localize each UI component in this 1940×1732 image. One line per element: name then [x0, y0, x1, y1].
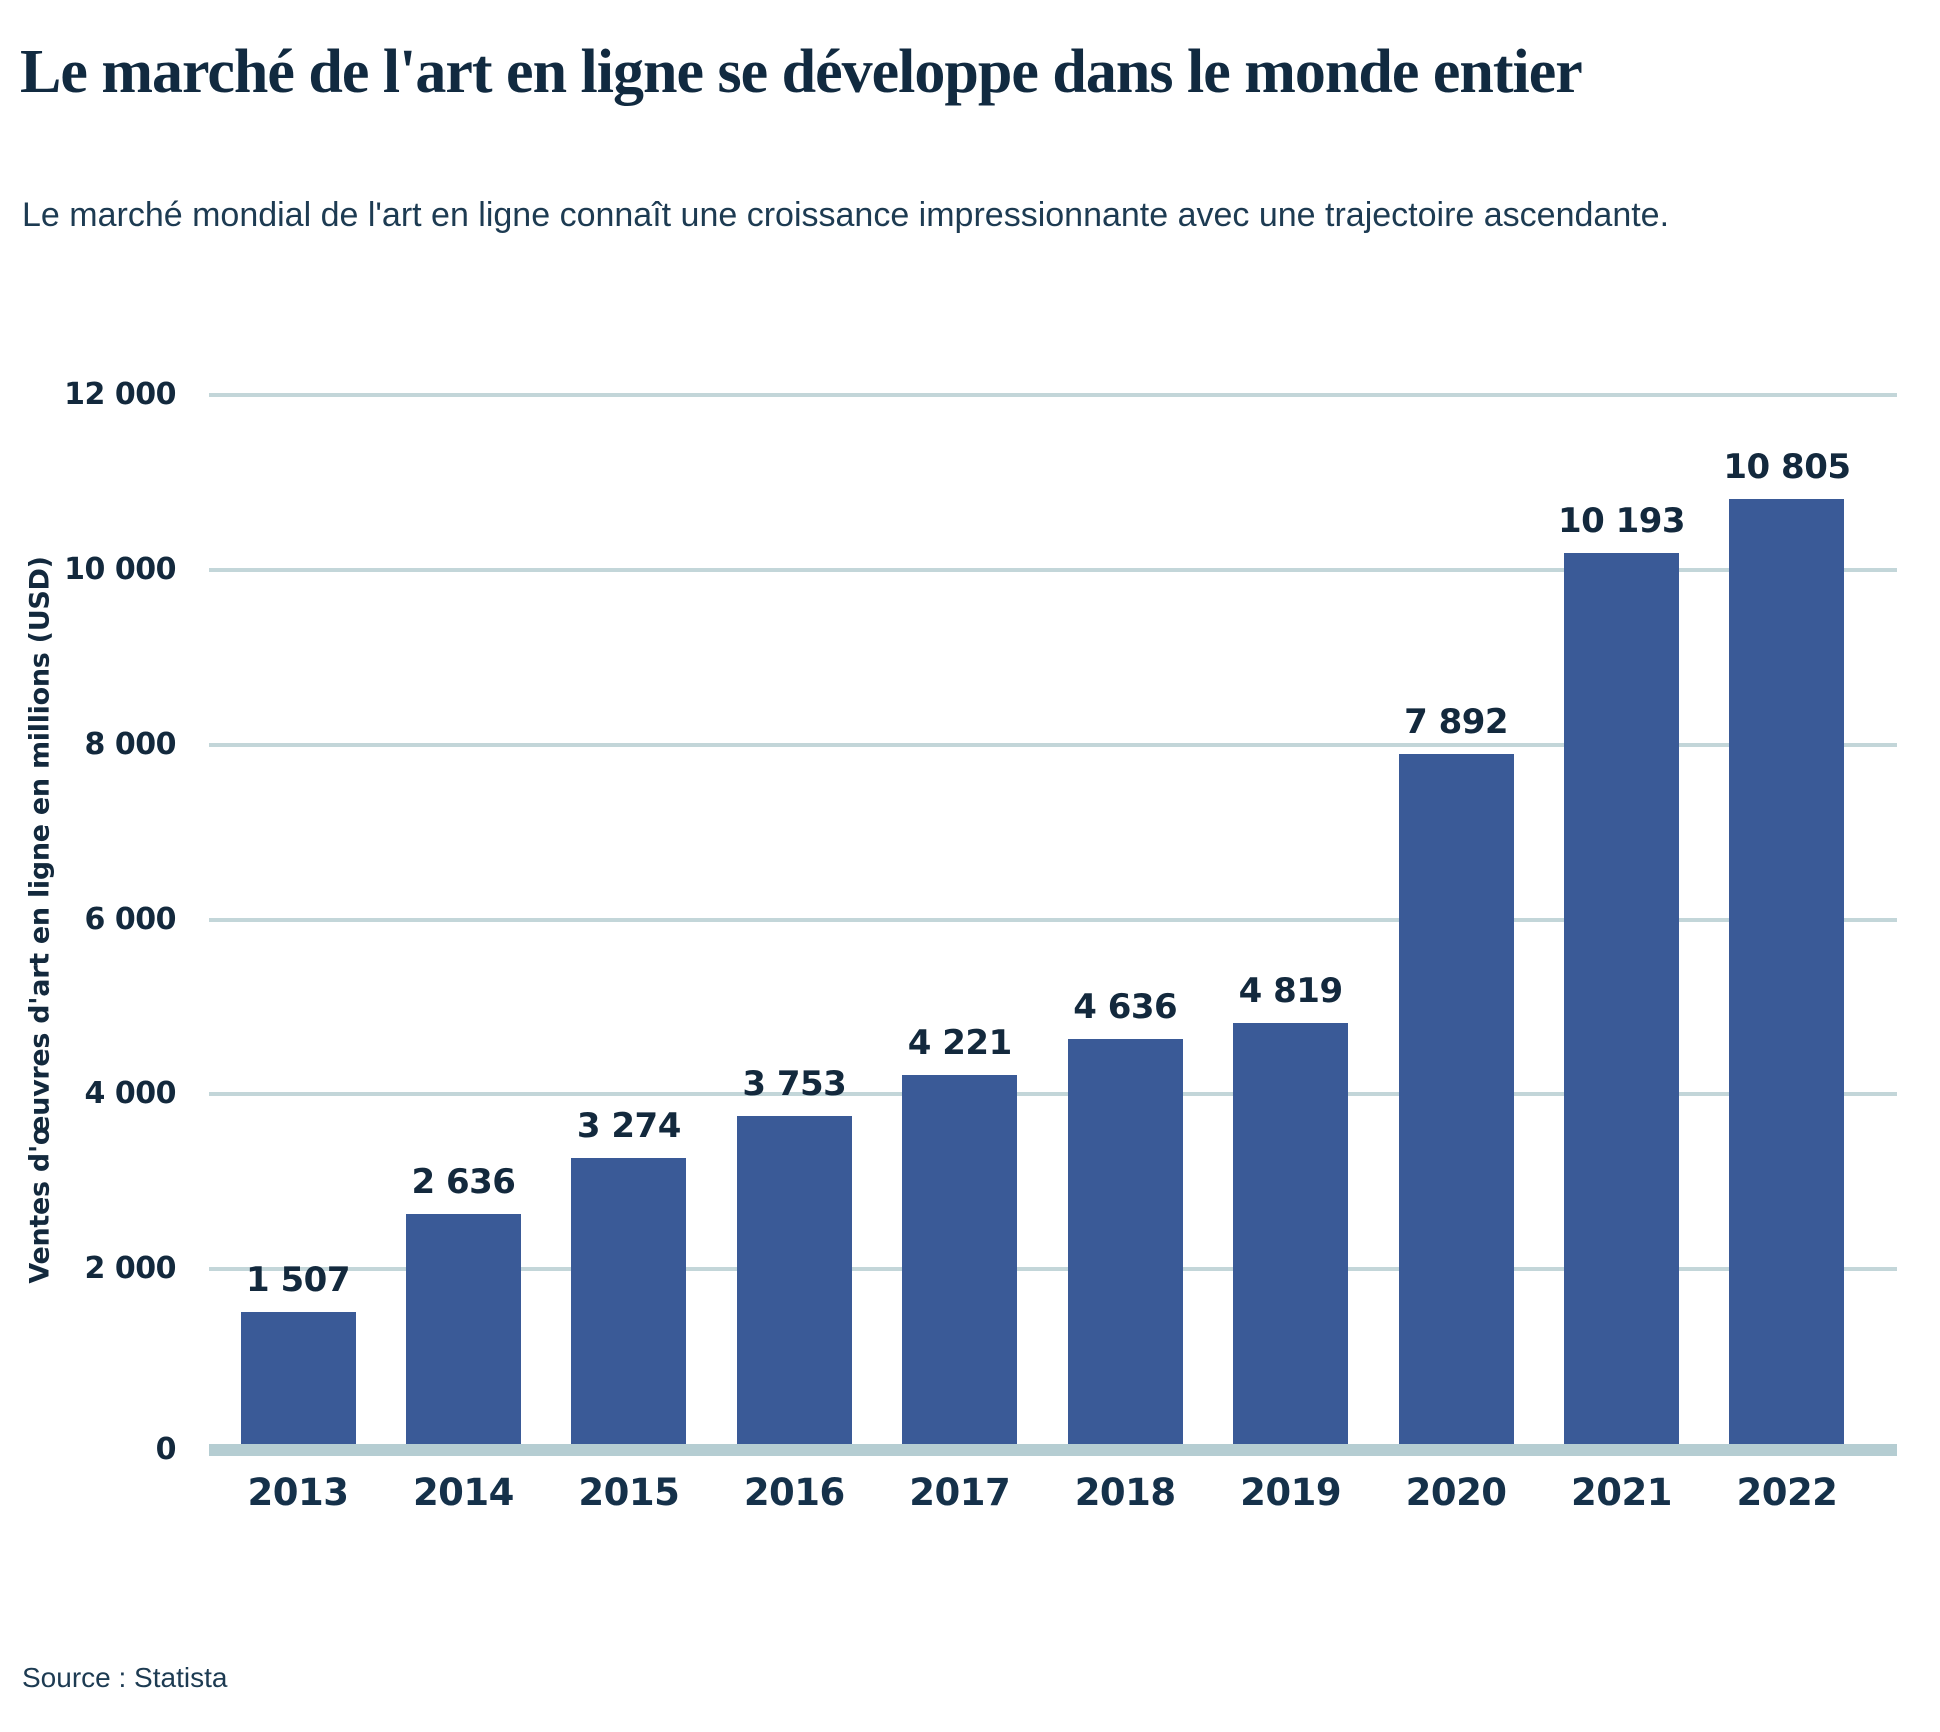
x-tick-label-2018: 2018 — [1074, 1471, 1176, 1514]
bar-2017 — [902, 1075, 1018, 1444]
y-tick-label-10000: 10 000 — [64, 551, 176, 587]
bar-value-label-2015: 3 274 — [576, 1105, 681, 1146]
bar-2014 — [405, 1213, 521, 1444]
y-tick-label-4000: 4 000 — [84, 1076, 177, 1112]
bar-2018 — [1067, 1038, 1183, 1444]
page-title: Le marché de l'art en ligne se développe… — [20, 37, 1583, 106]
bar-2013 — [240, 1312, 356, 1444]
bar-2015 — [571, 1157, 687, 1444]
x-tick-label-2020: 2020 — [1405, 1471, 1507, 1514]
source-note: Source : Statista — [22, 1662, 228, 1693]
bar-2021 — [1564, 552, 1680, 1444]
y-tick-label-8000: 8 000 — [84, 726, 177, 762]
y-tick-label-6000: 6 000 — [84, 901, 177, 937]
bar-value-label-2016: 3 753 — [742, 1063, 847, 1104]
y-tick-label-12000: 12 000 — [64, 377, 176, 412]
x-tick-label-2021: 2021 — [1571, 1471, 1672, 1514]
gridline-10000 — [209, 567, 1897, 572]
gridline-8000 — [209, 742, 1897, 747]
bar-2022 — [1729, 499, 1845, 1444]
x-axis-line — [209, 1444, 1897, 1456]
gridline-6000 — [209, 917, 1897, 922]
x-tick-label-2014: 2014 — [412, 1471, 514, 1514]
x-tick-label-2016: 2016 — [743, 1471, 845, 1514]
gridline-4000 — [209, 1092, 1897, 1097]
bar-2016 — [736, 1115, 852, 1444]
bar-value-label-2017: 4 221 — [907, 1023, 1012, 1063]
x-tick-label-2017: 2017 — [909, 1471, 1011, 1514]
gridline-2000 — [209, 1267, 1897, 1272]
x-tick-label-2019: 2019 — [1240, 1471, 1342, 1514]
bar-value-label-2019: 4 819 — [1238, 970, 1343, 1011]
gridline-12000 — [209, 393, 1897, 397]
x-tick-label-2015: 2015 — [578, 1471, 680, 1514]
page-subtitle: Le marché mondial de l'art en ligne conn… — [22, 196, 1670, 234]
bar-value-label-2018: 4 636 — [1073, 986, 1178, 1027]
bar-value-label-2020: 7 892 — [1404, 702, 1509, 743]
bar-2019 — [1233, 1022, 1349, 1444]
bar-value-label-2022: 10 805 — [1723, 447, 1851, 488]
bar-2020 — [1398, 754, 1514, 1444]
bar-value-label-2014: 2 636 — [411, 1161, 516, 1202]
y-tick-label-2000: 2 000 — [84, 1251, 177, 1287]
bar-value-label-2013: 1 507 — [246, 1260, 350, 1301]
x-tick-label-2022: 2022 — [1736, 1471, 1838, 1514]
y-tick-label-0: 0 — [155, 1432, 177, 1467]
x-tick-label-2013: 2013 — [247, 1471, 349, 1514]
bar-value-label-2021: 10 193 — [1557, 500, 1686, 541]
